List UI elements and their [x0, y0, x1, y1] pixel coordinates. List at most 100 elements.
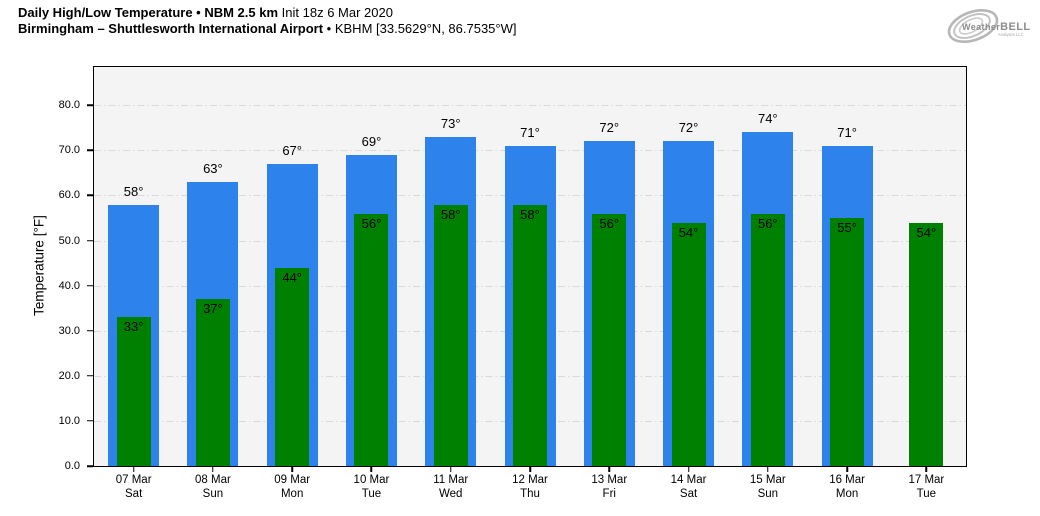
high-value-label: 69°: [361, 133, 382, 149]
y-tick-mark: [87, 284, 93, 287]
y-tick-label: 60.0: [58, 189, 80, 202]
low-value-label: 54°: [678, 224, 699, 240]
low-bar: 56°: [750, 213, 785, 466]
y-tick-label: 20.0: [58, 369, 80, 382]
x-tick-day: Fri: [602, 488, 616, 500]
gridline: [94, 105, 966, 107]
x-tick-date: 15 Mar: [749, 474, 786, 486]
y-tick-label: 10.0: [58, 414, 80, 427]
low-value-label: 56°: [361, 215, 382, 231]
x-tick-date: 11 Mar: [433, 474, 469, 486]
x-tick-mark: [767, 467, 769, 472]
x-tick-day: Sun: [202, 488, 224, 500]
y-tick-label: 80.0: [58, 99, 80, 112]
chart-station-coords: • KBHM [33.5629°N, 86.7535°W]: [326, 21, 517, 36]
y-tick-mark: [87, 194, 93, 197]
x-tick-date: 08 Mar: [195, 474, 231, 486]
x-tick-day: Sun: [757, 488, 779, 500]
x-tick-day: Mon: [280, 488, 304, 500]
x-tick-date: 16 Mar: [829, 474, 865, 486]
chart-subtitle-line: Birmingham – Shuttlesworth International…: [18, 21, 517, 37]
x-tick-label: 09 Mar Mon: [253, 473, 332, 501]
x-tick-label: 12 Mar Thu: [490, 473, 569, 501]
x-tick-mark: [925, 467, 928, 472]
x-tick-day: Sat: [679, 488, 698, 500]
x-tick-label: 16 Mar Mon: [807, 473, 886, 501]
weatherbell-logo: WeatherBELL Analytics LLC: [946, 3, 1036, 49]
y-tick-label: 40.0: [58, 279, 80, 292]
high-value-label: 58°: [123, 183, 144, 199]
low-value-label: 56°: [599, 215, 620, 231]
chart-title: Daily High/Low Temperature • NBM 2.5 km: [18, 5, 279, 20]
low-value-label: 44°: [282, 269, 302, 285]
x-tick-date: 10 Mar: [353, 474, 390, 486]
x-tick-mark: [687, 467, 690, 472]
y-tick-label: 70.0: [58, 144, 80, 157]
x-tick-mark: [449, 467, 452, 472]
svg-text:Analytics LLC: Analytics LLC: [998, 32, 1024, 37]
low-bar: 58°: [433, 204, 468, 466]
x-tick-day: Tue: [361, 488, 382, 500]
y-tick-mark: [87, 420, 93, 422]
y-tick-label: 0.0: [64, 460, 80, 472]
low-bar: 37°: [195, 299, 230, 466]
x-tick-date: 07 Mar: [115, 474, 152, 486]
high-value-label: 63°: [203, 160, 223, 176]
low-bar: 56°: [592, 213, 627, 466]
x-tick-label: 07 Mar Sat: [94, 473, 173, 501]
y-tick-mark: [87, 465, 93, 467]
low-value-label: 33°: [123, 319, 144, 335]
low-bar: 54°: [909, 222, 944, 466]
high-value-label: 72°: [599, 120, 620, 136]
chart-init-time: Init 18z 6 Mar 2020: [281, 5, 393, 20]
high-value-label: 67°: [282, 142, 302, 158]
low-value-label: 58°: [520, 206, 540, 222]
low-bar: 44°: [275, 267, 310, 466]
plot-area: 58° 33° 63° 37° 67° 44° 69° 56° 73° 58° 71° 58° 72° 5…: [93, 66, 967, 467]
high-value-label: 71°: [837, 124, 857, 140]
x-tick-day: Tue: [916, 488, 937, 500]
low-bar: 54°: [671, 222, 706, 466]
x-tick-date: 17 Mar: [908, 474, 945, 486]
x-tick-date: 12 Mar: [512, 474, 548, 486]
low-bar: 56°: [354, 213, 389, 466]
y-tick-label: 50.0: [58, 234, 80, 247]
y-tick-mark: [87, 239, 93, 242]
low-value-label: 37°: [203, 301, 223, 317]
x-tick-mark: [846, 467, 848, 472]
x-tick-label: 10 Mar Tue: [332, 473, 411, 501]
high-value-label: 74°: [757, 111, 778, 127]
x-tick-label: 13 Mar Fri: [570, 473, 649, 501]
x-tick-day: Mon: [835, 488, 859, 500]
x-tick-mark: [291, 467, 293, 472]
x-axis: 07 Mar Sat 08 Mar Sun 09 Mar Mon 10 Mar Tue 11 M…: [94, 467, 966, 513]
high-value-label: 72°: [678, 120, 699, 136]
y-tick-mark: [87, 329, 93, 332]
low-bar: 58°: [513, 204, 547, 466]
x-tick-label: 14 Mar Sat: [649, 473, 728, 501]
svg-text:WeatherBELL: WeatherBELL: [962, 21, 1030, 33]
y-tick-mark: [87, 104, 93, 107]
x-tick-mark: [212, 467, 214, 472]
low-bar: 55°: [830, 218, 865, 466]
x-tick-day: Wed: [438, 488, 463, 500]
x-tick-mark: [132, 467, 135, 472]
low-value-label: 55°: [837, 220, 857, 236]
x-tick-mark: [529, 467, 531, 472]
x-tick-label: 15 Mar Sun: [728, 473, 807, 501]
x-tick-label: 08 Mar Sun: [173, 473, 252, 501]
x-tick-date: 14 Mar: [670, 474, 707, 486]
low-value-label: 54°: [916, 224, 937, 240]
x-tick-date: 09 Mar: [274, 474, 311, 486]
high-value-label: 71°: [520, 124, 540, 140]
chart-title-line: Daily High/Low Temperature • NBM 2.5 km …: [18, 5, 517, 21]
y-tick-mark: [87, 149, 93, 152]
x-tick-label: 11 Mar Wed: [411, 473, 490, 501]
x-tick-mark: [608, 467, 611, 472]
y-tick-mark: [87, 375, 93, 377]
low-bar: 33°: [116, 317, 151, 466]
y-axis: 0.0 10.0 20.0 30.0 40.0 50.0 60.0 70.0 80.0: [0, 67, 93, 472]
high-value-label: 73°: [440, 115, 461, 131]
chart-location: Birmingham – Shuttlesworth International…: [18, 21, 324, 36]
x-tick-mark: [370, 467, 373, 472]
